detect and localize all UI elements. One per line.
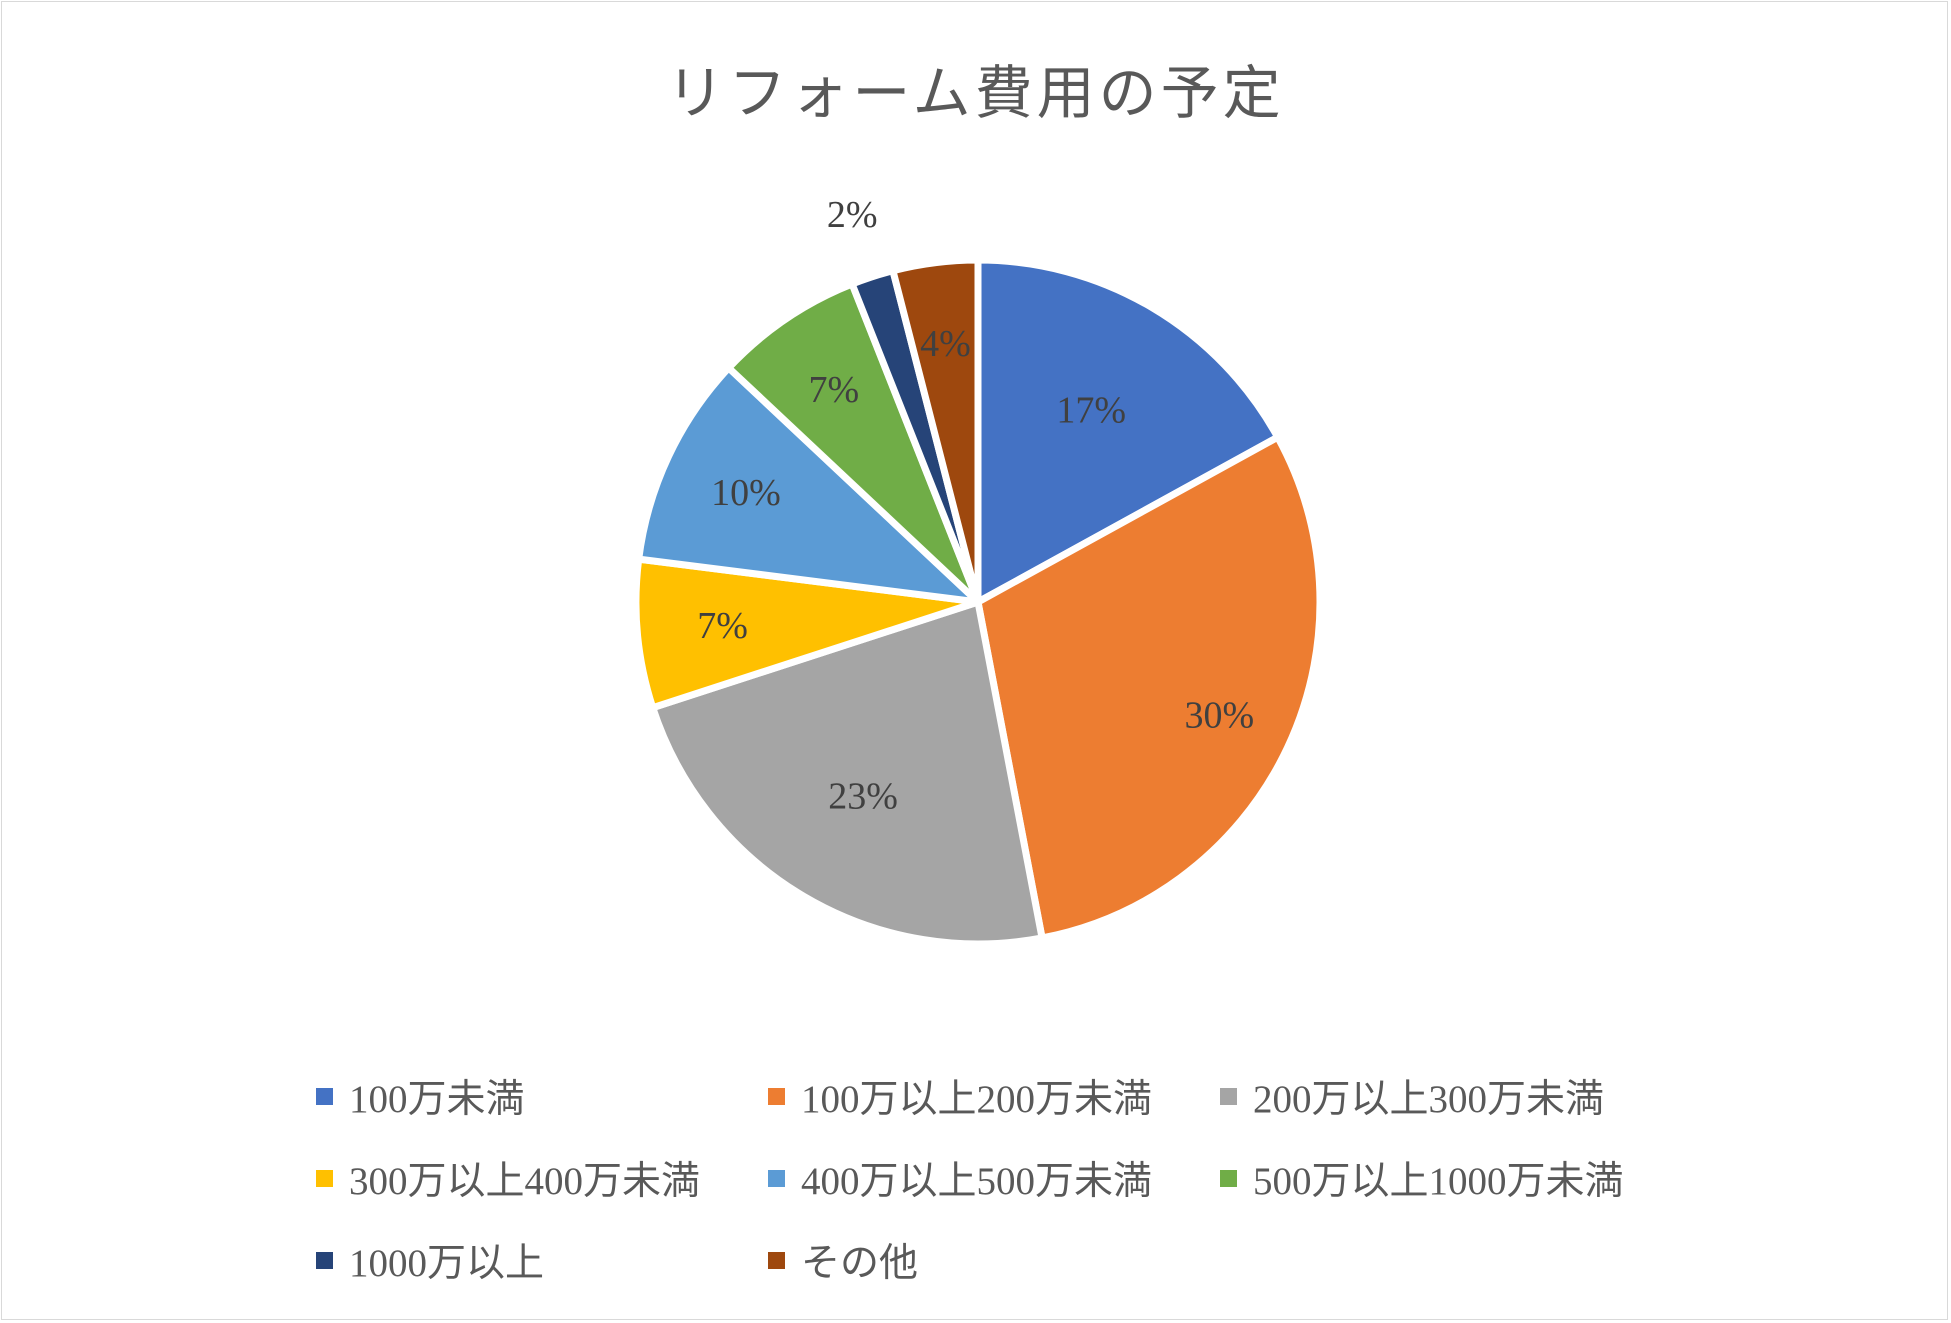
legend-swatch — [316, 1169, 333, 1187]
pie-slice — [632, 555, 982, 712]
slice-data-label: 17% — [1056, 390, 1126, 432]
slice-data-label: 23% — [828, 775, 898, 817]
chart-legend: 100万未満 100万以上200万未満 200万以上300万未満 300万以上400万… — [316, 1070, 1716, 1286]
legend-swatch — [1220, 1169, 1237, 1187]
legend-item: 400万以上500万未満 — [768, 1152, 1220, 1204]
legend-swatch — [316, 1087, 333, 1105]
legend-item: 200万以上300万未満 — [1220, 1070, 1680, 1122]
pie-slice — [974, 433, 1324, 942]
legend-label: 400万以上500万未満 — [801, 1160, 1153, 1203]
pie-slice — [725, 280, 982, 606]
slice-data-label: 7% — [697, 605, 748, 647]
pie-slice — [649, 598, 1046, 948]
legend-item: その他 — [768, 1234, 1220, 1286]
slice-data-label: 4% — [920, 323, 971, 365]
legend-label: 100万以上200万未満 — [801, 1078, 1153, 1121]
legend-swatch — [1220, 1087, 1237, 1105]
legend-item: 1000万以上 — [316, 1234, 768, 1286]
chart-title: リフォーム費用の予定 — [666, 59, 1285, 127]
pie-slice — [635, 364, 982, 606]
legend-label: 100万未満 — [349, 1078, 525, 1121]
legend-label: 500万以上1000万未満 — [1253, 1160, 1624, 1203]
slice-data-label: 10% — [711, 472, 781, 514]
legend-swatch — [768, 1169, 785, 1187]
legend-item: 500万以上1000万未満 — [1220, 1152, 1680, 1204]
legend-item: 300万以上400万未満 — [316, 1152, 768, 1204]
legend-swatch — [768, 1087, 785, 1105]
legend-label: その他 — [801, 1242, 919, 1285]
legend-swatch — [316, 1251, 333, 1269]
slice-data-label: 2% — [827, 194, 878, 236]
legend-item: 100万以上200万未満 — [768, 1070, 1220, 1122]
legend-swatch — [768, 1251, 785, 1269]
legend-item: 100万未満 — [316, 1070, 768, 1122]
legend-label: 1000万以上 — [349, 1242, 545, 1285]
slice-data-label: 30% — [1185, 695, 1255, 737]
pie-slice — [889, 256, 982, 606]
legend-label: 200万以上300万未満 — [1253, 1078, 1605, 1121]
legend-label: 300万以上400万未満 — [349, 1160, 701, 1203]
pie-slice — [974, 256, 1282, 606]
slice-data-label: 7% — [808, 369, 859, 411]
